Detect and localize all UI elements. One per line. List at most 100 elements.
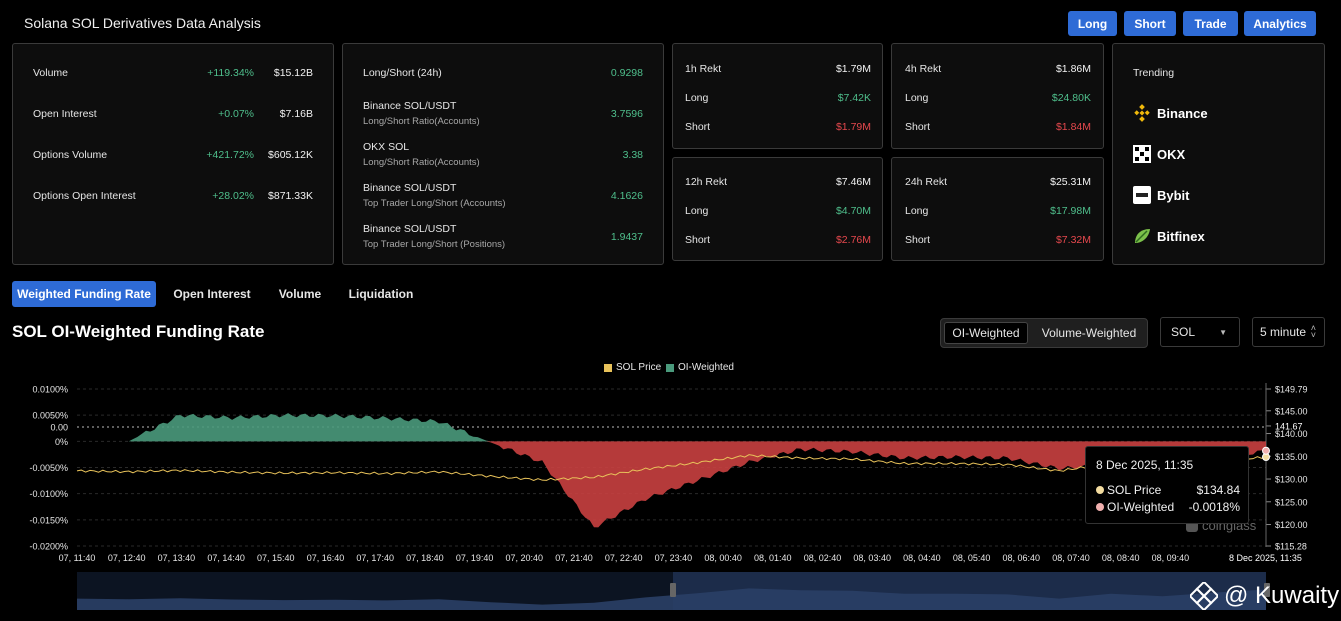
exchange-name: Bybit <box>1157 187 1190 203</box>
rekt-short-label: Short <box>905 121 931 133</box>
long-button[interactable]: Long <box>1068 11 1117 36</box>
rekt-total: $1.79M <box>835 63 871 75</box>
exchange-name: OKX <box>1157 146 1186 162</box>
diamond-logo-icon <box>1190 582 1218 610</box>
trending-item-okx[interactable]: OKX <box>1133 145 1185 163</box>
oi-weighted-point <box>1262 446 1270 455</box>
ratio-sub: Top Trader Long/Short (Positions) <box>363 239 506 250</box>
right-tick-label: $140.00 <box>1275 429 1308 439</box>
stat-value-options-volume: $605.12K <box>268 149 313 161</box>
oi-weighted-button[interactable]: OI-Weighted <box>944 322 1028 344</box>
left-tick-label: 0.00 <box>50 423 68 433</box>
ratio-label: Binance SOL/USDT <box>363 182 457 194</box>
funding-rate-chart[interactable]: 0.0100% 0.0050% 0.00 0% -0.0050% -0.0100% -0.0… <box>0 375 1341 621</box>
tab-liquidation[interactable]: Liquidation <box>348 287 414 301</box>
legend-item-oi-weighted[interactable]: OI-Weighted <box>666 362 734 373</box>
oi-weighted-positive-area <box>77 413 1266 442</box>
right-tick-label: $149.79 <box>1275 385 1308 395</box>
right-tick-label: $125.00 <box>1275 497 1308 507</box>
x-tick-label: 07, 15:40 <box>257 553 295 563</box>
rekt-long-value: $24.80K <box>1051 92 1091 104</box>
rekt-long-label: Long <box>905 205 929 217</box>
volume-weighted-button[interactable]: Volume-Weighted <box>1041 326 1137 340</box>
rekt-long-label: Long <box>905 92 929 104</box>
trending-item-bitfinex[interactable]: Bitfinex <box>1133 227 1205 245</box>
x-last-label: 8 Dec 2025, 11:35 <box>1229 553 1302 563</box>
rekt-card-1h: 1h Rekt $1.79M Long $7.42K Short $1.79M <box>672 43 883 149</box>
right-axis: $149.79 $145.00 141.67$140.00 $135.00 $130.0… <box>1265 383 1308 552</box>
oi-weighted-dot-icon <box>1096 503 1104 511</box>
legend-label: OI-Weighted <box>678 362 734 373</box>
x-axis: 07, 11:40 07, 12:40 07, 13:40 07, 14:40 07, … <box>59 551 1306 565</box>
tooltip-rate-label: OI-Weighted <box>1107 500 1175 514</box>
x-tick-label: 07, 17:40 <box>356 553 394 563</box>
legend-item-sol-price[interactable]: SOL Price <box>604 362 661 373</box>
chart-title: SOL OI-Weighted Funding Rate <box>12 322 265 341</box>
ratio-value: 1.9437 <box>610 231 643 243</box>
rekt-title: 12h Rekt <box>685 176 728 188</box>
tab-open-interest[interactable]: Open Interest <box>173 287 251 301</box>
ratios-card: Long/Short (24h) 0.9298 Binance SOL/USDT… <box>342 43 664 265</box>
time-navigator[interactable] <box>77 572 1270 610</box>
legend-label: SOL Price <box>616 362 662 373</box>
tooltip-date: 8 Dec 2025, 11:35 <box>1096 458 1194 472</box>
ratio-label: Binance SOL/USDT <box>363 100 457 112</box>
trending-item-binance[interactable]: Binance <box>1133 104 1208 122</box>
trade-button[interactable]: Trade <box>1183 11 1238 36</box>
chevron-down-icon: ▼ <box>1219 327 1227 337</box>
short-button[interactable]: Short <box>1124 11 1176 36</box>
legend-swatch <box>666 363 674 372</box>
rekt-card-24h: 24h Rekt $25.31M Long $17.98M Short $7.3… <box>891 157 1104 261</box>
exchange-name: Bitfinex <box>1157 228 1205 244</box>
left-tick-label: -0.0200% <box>29 542 68 552</box>
trending-item-bybit[interactable]: Bybit <box>1133 186 1190 204</box>
x-tick-label: 07, 21:40 <box>555 553 593 563</box>
x-tick-label: 07, 23:40 <box>655 553 693 563</box>
bybit-icon <box>1133 186 1151 204</box>
analytics-button[interactable]: Analytics <box>1244 11 1316 36</box>
stat-label-open-interest: Open Interest <box>33 108 97 120</box>
ratio-sub: Top Trader Long/Short (Accounts) <box>363 198 506 209</box>
x-tick-label: 07, 13:40 <box>158 553 196 563</box>
x-tick-label: 08, 04:40 <box>903 553 941 563</box>
coin-select-value: SOL <box>1171 325 1196 339</box>
stats-card: Volume +119.34% $15.12B Open Interest +0… <box>12 43 334 265</box>
x-tick-label: 07, 20:40 <box>506 553 544 563</box>
rekt-title: 1h Rekt <box>685 63 722 75</box>
x-tick-label: 08, 05:40 <box>953 553 991 563</box>
rekt-title: 24h Rekt <box>905 176 948 188</box>
stat-change-options-volume: +421.72% <box>206 149 254 161</box>
ratio-value: 3.38 <box>622 149 643 161</box>
left-tick-label: 0.0050% <box>32 411 68 421</box>
left-tick-label: 0% <box>55 437 68 447</box>
oi-weighted-series <box>77 413 1266 528</box>
x-tick-label: 08, 00:40 <box>704 553 742 563</box>
ratio-value: 3.7596 <box>610 108 643 120</box>
rekt-short-value: $1.79M <box>835 121 871 133</box>
x-tick-label: 08, 01:40 <box>754 553 792 563</box>
chart-tooltip: 8 Dec 2025, 11:35 SOL Price $134.84 OI-W… <box>1085 446 1249 524</box>
x-tick-label: 08, 09:40 <box>1152 553 1190 563</box>
rekt-long-value: $17.98M <box>1050 205 1091 217</box>
coin-select[interactable]: SOL ▼ <box>1160 317 1240 347</box>
stat-change-open-interest: +0.07% <box>218 108 254 120</box>
x-tick-label: 08, 02:40 <box>804 553 842 563</box>
x-last-label-bg <box>1226 551 1306 565</box>
tab-volume[interactable]: Volume <box>278 287 322 301</box>
x-tick-label: 07, 18:40 <box>406 553 444 563</box>
binance-icon <box>1133 104 1151 122</box>
rekt-long-value: $7.42K <box>837 92 871 104</box>
tab-weighted-funding-rate[interactable]: Weighted Funding Rate <box>12 281 156 307</box>
legend-swatch <box>604 363 612 372</box>
rekt-short-value: $7.32M <box>1055 234 1091 246</box>
interval-select-value: 5 minute <box>1260 325 1307 339</box>
right-tick-label: $115.28 <box>1275 542 1307 552</box>
kuwaity-watermark-text: @ Kuwaity <box>1224 582 1340 609</box>
stat-label-volume: Volume <box>33 67 69 79</box>
ratio-label: Binance SOL/USDT <box>363 223 457 235</box>
rekt-short-label: Short <box>905 234 931 246</box>
interval-select[interactable]: 5 minute ˄ ˅ <box>1252 317 1325 347</box>
x-tick-label: 07, 19:40 <box>456 553 494 563</box>
rekt-title: 4h Rekt <box>905 63 942 75</box>
right-tick-label: $145.00 <box>1275 406 1308 416</box>
